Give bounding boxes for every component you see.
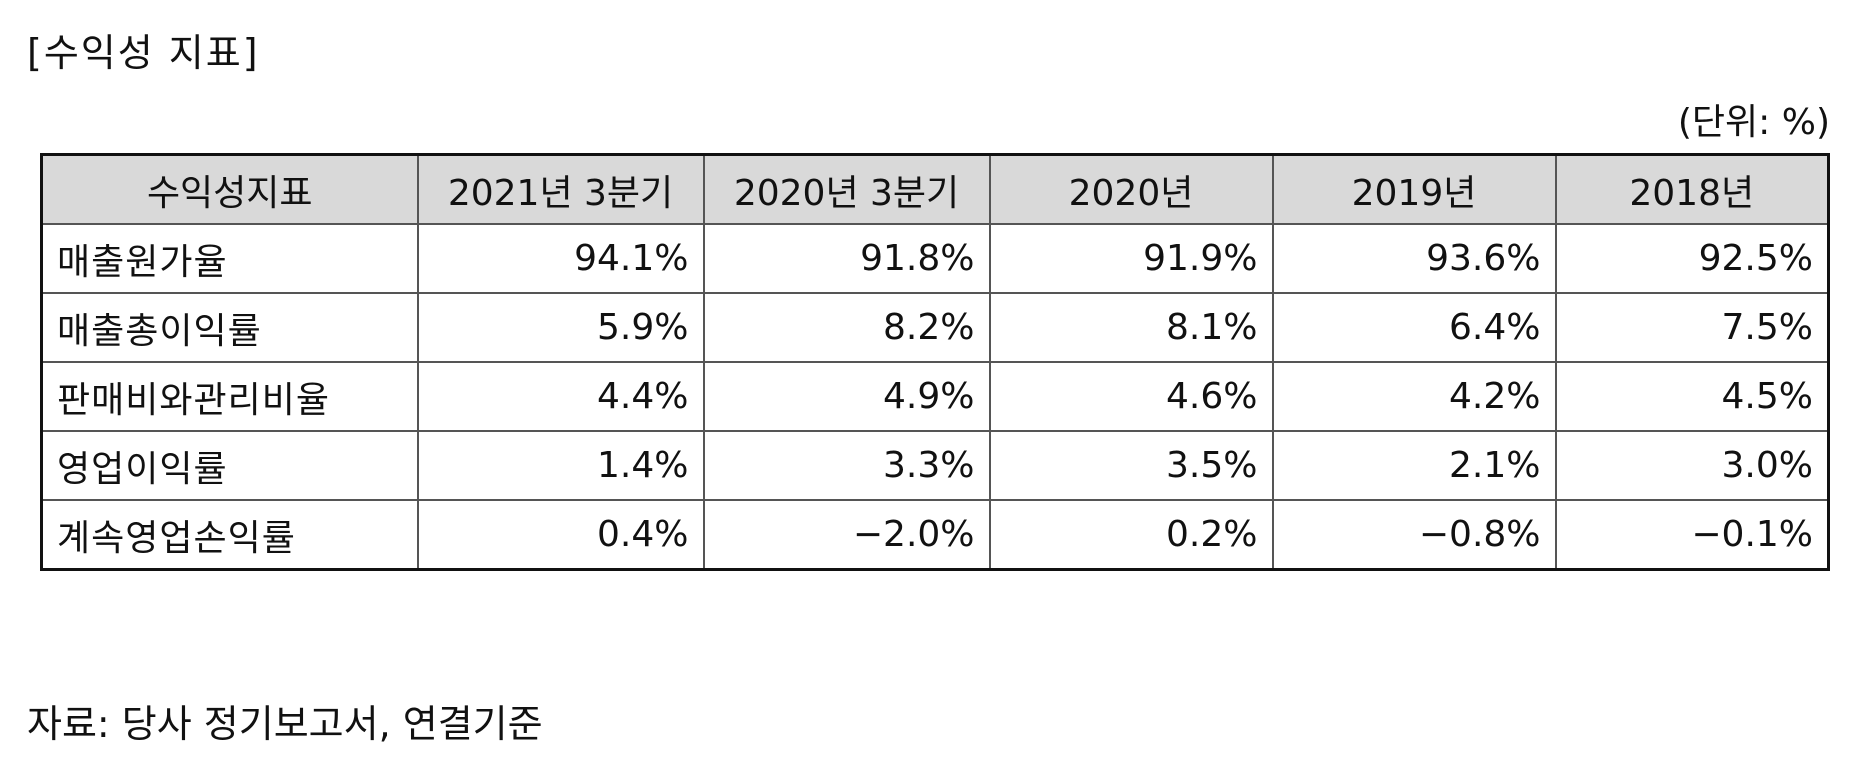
table-cell: 3.3% (702, 430, 991, 501)
table-cell: 8.1% (988, 292, 1274, 363)
table-cell: 93.6% (1271, 223, 1557, 294)
table-cell: 7.5% (1554, 292, 1830, 363)
table-cell: 4.9% (702, 361, 991, 432)
table-row: 매출총이익률 5.9% 8.2% 8.1% 6.4% 7.5% (40, 292, 1830, 363)
table-row: 매출원가율 94.1% 91.8% 91.9% 93.6% 92.5% (40, 223, 1830, 294)
row-label: 계속영업손익률 (40, 499, 419, 571)
table-title: [수익성 지표] (27, 31, 260, 75)
header-cell-2019: 2019년 (1271, 153, 1557, 225)
header-cell-2020: 2020년 (988, 153, 1274, 225)
table-cell: 3.0% (1554, 430, 1830, 501)
table-cell: 91.9% (988, 223, 1274, 294)
table-cell: 0.4% (416, 499, 705, 571)
profitability-table: 수익성지표 2021년 3분기 2020년 3분기 2020년 2019년 20… (40, 153, 1830, 571)
table-cell: 0.2% (988, 499, 1274, 571)
table-row: 계속영업손익률 0.4% −2.0% 0.2% −0.8% −0.1% (40, 499, 1830, 571)
table-cell: 4.5% (1554, 361, 1830, 432)
table-cell: 91.8% (702, 223, 991, 294)
row-label: 매출총이익률 (40, 292, 419, 363)
header-cell-2020q3: 2020년 3분기 (702, 153, 991, 225)
table-cell: −0.8% (1271, 499, 1557, 571)
unit-label: (단위: %) (1677, 102, 1830, 143)
header-row: 수익성지표 2021년 3분기 2020년 3분기 2020년 2019년 20… (40, 153, 1830, 225)
row-label: 매출원가율 (40, 223, 419, 294)
table-cell: 8.2% (702, 292, 991, 363)
table-cell: −2.0% (702, 499, 991, 571)
table-cell: 1.4% (416, 430, 705, 501)
table-row: 판매비와관리비율 4.4% 4.9% 4.6% 4.2% 4.5% (40, 361, 1830, 432)
header-cell-2021q3: 2021년 3분기 (416, 153, 705, 225)
table-cell: 6.4% (1271, 292, 1557, 363)
row-label: 판매비와관리비율 (40, 361, 419, 432)
source-note: 자료: 당사 정기보고서, 연결기준 (27, 702, 543, 746)
header-cell-metric: 수익성지표 (40, 153, 419, 225)
table-cell: 2.1% (1271, 430, 1557, 501)
table-cell: −0.1% (1554, 499, 1830, 571)
table-cell: 4.6% (988, 361, 1274, 432)
table-cell: 92.5% (1554, 223, 1830, 294)
header-cell-2018: 2018년 (1554, 153, 1830, 225)
table-cell: 94.1% (416, 223, 705, 294)
table-cell: 3.5% (988, 430, 1274, 501)
table-cell: 4.2% (1271, 361, 1557, 432)
row-label: 영업이익률 (40, 430, 419, 501)
table-cell: 5.9% (416, 292, 705, 363)
table-cell: 4.4% (416, 361, 705, 432)
table-row: 영업이익률 1.4% 3.3% 3.5% 2.1% 3.0% (40, 430, 1830, 501)
